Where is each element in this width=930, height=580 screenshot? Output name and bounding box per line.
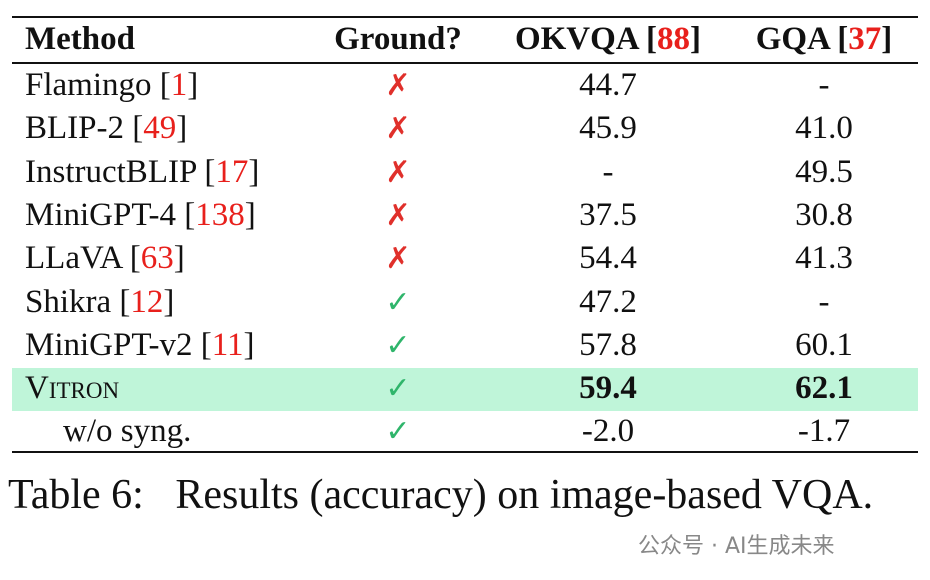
okvqa-cell: 54.4 <box>579 240 637 277</box>
gqa-cell: - <box>818 67 830 103</box>
header-cell: GQA [37] <box>756 18 893 61</box>
mid-rule <box>12 62 918 64</box>
method-cell: MiniGPT-4 [138] <box>25 194 256 237</box>
bracket: ] <box>881 21 893 57</box>
citation: 11 <box>211 326 244 363</box>
bracket: ] <box>187 67 199 103</box>
gqa-cell: 41.3 <box>795 240 853 277</box>
gqa-cell: - <box>818 283 830 320</box>
citation: 1 <box>170 67 188 103</box>
ground-mark: ✓ <box>385 414 411 450</box>
gqa-cell: 49.5 <box>795 153 853 190</box>
label: LLaVA [ <box>25 240 141 277</box>
caption-label: Table 6: <box>8 472 144 518</box>
citation: 12 <box>130 283 164 320</box>
ground-mark: ✗ <box>385 111 411 147</box>
method-cell: Flamingo [1] <box>25 64 198 107</box>
okvqa-cell: 45.9 <box>579 110 637 147</box>
ground-mark: ✗ <box>385 154 411 190</box>
gqa-cell: -1.7 <box>797 413 851 450</box>
label: MiniGPT-4 [ <box>25 196 196 233</box>
okvqa-cell: 47.2 <box>579 283 637 320</box>
ground-mark: ✓ <box>385 284 411 320</box>
bracket: ] <box>244 196 256 233</box>
method-cell: LLaVA [63] <box>25 237 185 280</box>
label: BLIP-2 [ <box>25 110 144 147</box>
okvqa-cell: 44.7 <box>579 67 637 103</box>
ground-mark: ✗ <box>385 197 411 233</box>
bracket: ] <box>690 21 702 57</box>
label: Shikra [ <box>25 283 131 320</box>
caption-text: Results (accuracy) on image-based VQA. <box>175 472 874 518</box>
okvqa-cell: 57.8 <box>579 326 637 363</box>
method-cell: Shikra [12] <box>25 281 174 324</box>
label: Vitron <box>25 370 120 407</box>
bracket: ] <box>163 283 175 320</box>
bracket: ] <box>173 240 185 277</box>
ground-mark: ✗ <box>385 241 411 277</box>
citation: 88 <box>657 21 691 57</box>
header-cell: Ground? <box>334 18 462 61</box>
ground-mark: ✗ <box>385 68 411 103</box>
header-cell: Method <box>25 18 135 61</box>
gqa-cell: 60.1 <box>795 326 853 363</box>
label: w/o syng. <box>63 413 192 450</box>
bracket: ] <box>243 326 255 363</box>
label: Flamingo [ <box>25 67 171 103</box>
gqa-cell: 41.0 <box>795 110 853 147</box>
top-rule <box>12 16 918 18</box>
citation: 63 <box>140 240 174 277</box>
gqa-cell: 62.1 <box>795 370 853 407</box>
method-cell: MiniGPT-v2 [11] <box>25 324 255 367</box>
gqa-cell: 30.8 <box>795 196 853 233</box>
citation: 17 <box>215 153 249 190</box>
label: Method <box>25 21 135 57</box>
label: OKVQA [ <box>514 21 658 57</box>
okvqa-cell: 37.5 <box>579 196 637 233</box>
label: InstructBLIP [ <box>25 153 216 190</box>
method-cell: BLIP-2 [49] <box>25 107 187 150</box>
okvqa-cell: -2.0 <box>581 413 635 450</box>
label: MiniGPT-v2 [ <box>25 326 212 363</box>
bracket: ] <box>248 153 260 190</box>
ground-mark: ✓ <box>385 371 411 407</box>
method-cell: Vitron <box>25 367 119 410</box>
method-cell: w/o syng. <box>63 410 191 453</box>
header-cell: OKVQA [88] <box>515 18 701 61</box>
method-cell: InstructBLIP [17] <box>25 151 259 194</box>
bottom-rule <box>12 451 918 453</box>
citation: 138 <box>195 196 245 233</box>
citation: 49 <box>143 110 177 147</box>
caption: Table 6: Results (accuracy) on image-bas… <box>8 470 920 520</box>
okvqa-cell: 59.4 <box>579 370 637 407</box>
label: Ground? <box>334 21 462 57</box>
watermark: 公众号 · AI生成未来 <box>638 534 835 559</box>
bracket: ] <box>176 110 188 147</box>
ground-mark: ✓ <box>385 327 411 363</box>
citation: 37 <box>848 21 882 57</box>
highlight-row <box>12 368 918 412</box>
label: GQA [ <box>755 21 849 57</box>
okvqa-cell: - <box>602 153 614 190</box>
